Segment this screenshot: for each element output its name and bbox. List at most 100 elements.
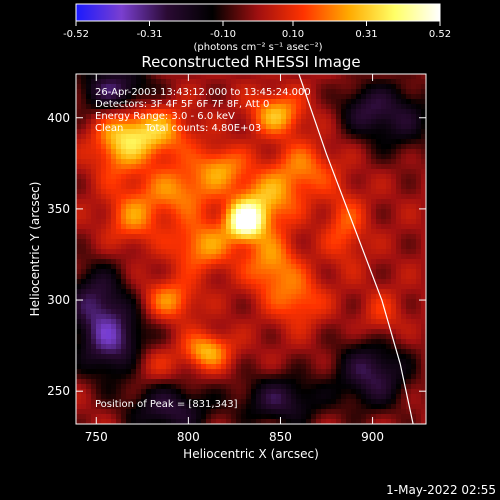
heatmap-cell	[296, 349, 302, 355]
heatmap-cell	[196, 149, 202, 155]
heatmap-cell	[296, 169, 302, 175]
heatmap-cell	[236, 309, 242, 315]
heatmap-cell	[86, 124, 92, 130]
heatmap-cell	[406, 249, 412, 255]
heatmap-cell	[321, 274, 327, 280]
heatmap-cell	[421, 179, 426, 185]
heatmap-cell	[216, 229, 222, 235]
heatmap-cell	[386, 189, 392, 195]
heatmap-cell	[236, 149, 242, 155]
heatmap-cell	[331, 149, 337, 155]
heatmap-cell	[186, 154, 192, 160]
heatmap-cell	[211, 184, 217, 190]
heatmap-cell	[291, 119, 297, 125]
heatmap-cell	[136, 399, 142, 405]
heatmap-cell	[186, 274, 192, 280]
heatmap-cell	[136, 84, 142, 90]
heatmap-cell	[376, 379, 382, 385]
heatmap-cell	[181, 309, 187, 315]
heatmap-cell	[76, 169, 82, 175]
heatmap-cell	[331, 254, 337, 260]
heatmap-cell	[111, 209, 117, 215]
heatmap-cell	[296, 189, 302, 195]
heatmap-cell	[346, 394, 352, 400]
heatmap-cell	[116, 234, 122, 240]
heatmap-cell	[346, 414, 352, 420]
heatmap-cell	[306, 119, 312, 125]
heatmap-cell	[121, 249, 127, 255]
heatmap-cell	[421, 309, 426, 315]
heatmap-cell	[371, 404, 377, 410]
heatmap-cell	[336, 169, 342, 175]
heatmap-cell	[306, 259, 312, 265]
heatmap-cell	[341, 79, 347, 85]
heatmap-cell	[151, 244, 157, 250]
heatmap-cell	[316, 104, 322, 110]
heatmap-cell	[356, 349, 362, 355]
heatmap-cell	[321, 249, 327, 255]
heatmap-cell	[76, 274, 82, 280]
heatmap-cell	[366, 144, 372, 150]
heatmap-cell	[361, 304, 367, 310]
heatmap-cell	[271, 104, 277, 110]
heatmap-cell	[296, 129, 302, 135]
heatmap-cell	[221, 159, 227, 165]
heatmap-cell	[396, 204, 402, 210]
heatmap-cell	[166, 254, 172, 260]
heatmap-cell	[331, 209, 337, 215]
heatmap-cell	[261, 114, 267, 120]
heatmap-cell	[376, 329, 382, 335]
heatmap-cell	[121, 279, 127, 285]
heatmap-cell	[401, 364, 407, 370]
heatmap-cell	[306, 354, 312, 360]
heatmap-cell	[106, 304, 112, 310]
heatmap-cell	[356, 314, 362, 320]
heatmap-cell	[371, 244, 377, 250]
heatmap-cell	[141, 379, 147, 385]
heatmap-cell	[266, 319, 272, 325]
heatmap-cell	[136, 189, 142, 195]
heatmap-cell	[291, 294, 297, 300]
heatmap-cell	[291, 94, 297, 100]
heatmap-cell	[341, 414, 347, 420]
heatmap-cell	[371, 349, 377, 355]
heatmap-cell	[336, 264, 342, 270]
heatmap-cell	[271, 294, 277, 300]
heatmap-cell	[156, 174, 162, 180]
heatmap-cell	[306, 289, 312, 295]
heatmap-cell	[366, 404, 372, 410]
heatmap-cell	[346, 369, 352, 375]
heatmap-cell	[196, 279, 202, 285]
heatmap-cell	[226, 84, 232, 90]
heatmap-cell	[201, 374, 207, 380]
heatmap-cell	[191, 334, 197, 340]
heatmap-cell	[106, 204, 112, 210]
heatmap-cell	[301, 184, 307, 190]
heatmap-cell	[271, 134, 277, 140]
heatmap-cell	[81, 334, 87, 340]
heatmap-cell	[281, 269, 287, 275]
heatmap-cell	[126, 274, 132, 280]
heatmap-cell	[76, 349, 82, 355]
heatmap-cell	[351, 239, 357, 245]
heatmap-cell	[306, 299, 312, 305]
heatmap-cell	[326, 134, 332, 140]
heatmap-cell	[271, 414, 277, 420]
heatmap-cell	[331, 319, 337, 325]
heatmap-cell	[91, 139, 97, 145]
heatmap-cell	[161, 399, 167, 405]
heatmap-cell	[191, 89, 197, 95]
heatmap-cell	[136, 174, 142, 180]
heatmap-cell	[321, 304, 327, 310]
heatmap-cell	[186, 364, 192, 370]
heatmap-cell	[381, 334, 387, 340]
heatmap-cell	[226, 354, 232, 360]
heatmap-cell	[386, 109, 392, 115]
heatmap-cell	[396, 149, 402, 155]
colorbar-tick-label-3: 0.10	[282, 29, 304, 40]
heatmap-cell	[406, 359, 412, 365]
heatmap-cell	[101, 184, 107, 190]
heatmap-cell	[301, 209, 307, 215]
heatmap-cell	[381, 289, 387, 295]
heatmap-cell	[281, 149, 287, 155]
